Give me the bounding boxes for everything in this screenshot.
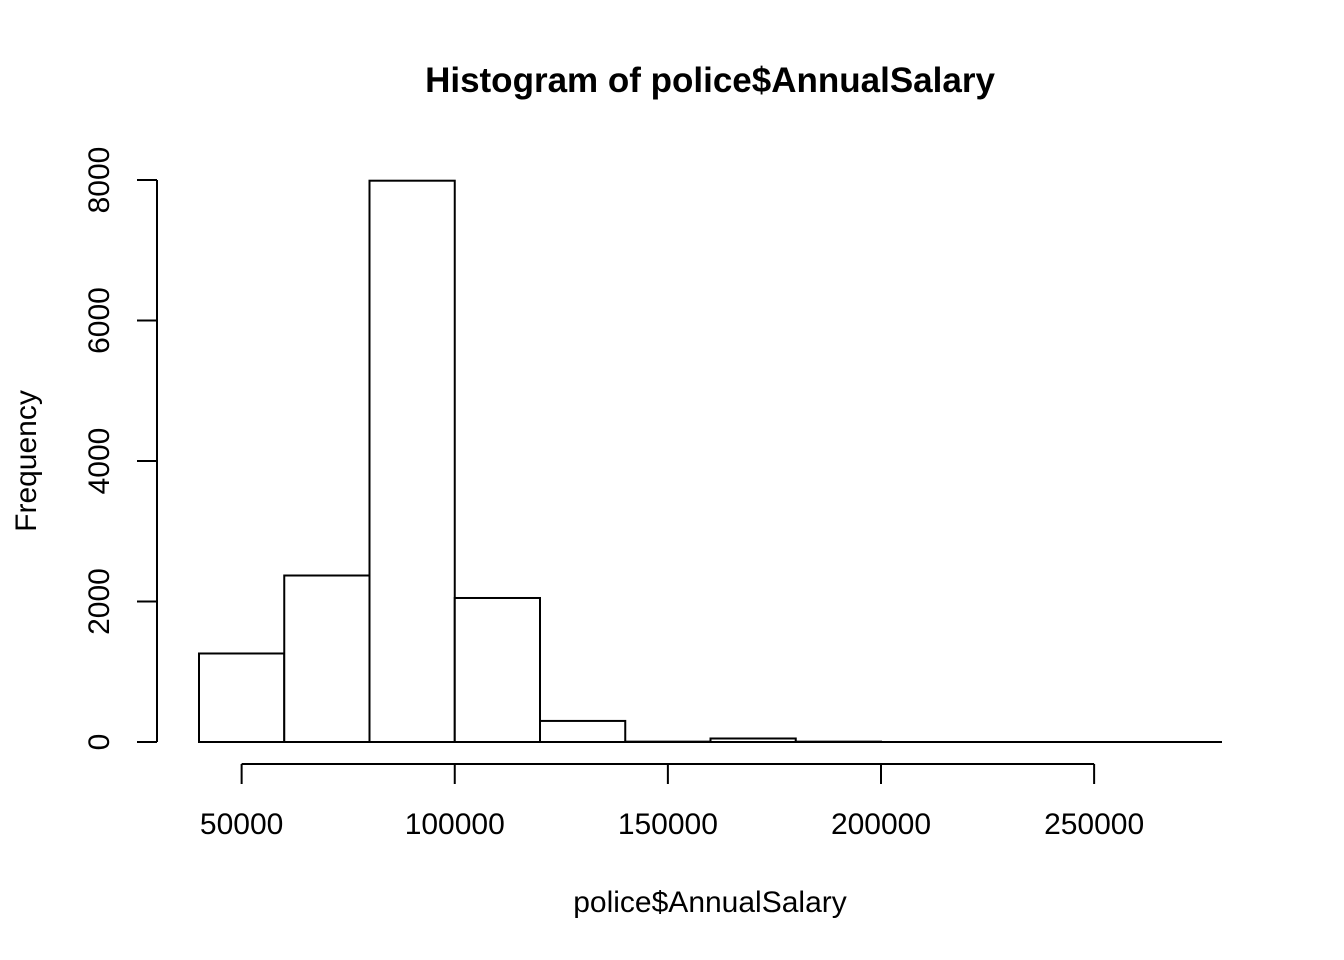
x-tick-label: 200000 bbox=[831, 808, 931, 841]
x-tick-label: 100000 bbox=[405, 808, 505, 841]
bars-group bbox=[198, 179, 882, 743]
y-tick-label: 8000 bbox=[83, 147, 116, 214]
y-axis-title: Frequency bbox=[10, 390, 43, 532]
y-tick-label: 0 bbox=[83, 734, 116, 751]
y-tick-label: 2000 bbox=[83, 568, 116, 635]
x-tick-label: 50000 bbox=[200, 808, 283, 841]
x-tick-label: 250000 bbox=[1044, 808, 1144, 841]
x-axis: 50000 100000 150000 200000 250000 bbox=[200, 763, 1144, 841]
y-tick-label: 4000 bbox=[83, 428, 116, 495]
x-tick-label: 150000 bbox=[618, 808, 718, 841]
y-axis: 0 2000 4000 6000 8000 bbox=[83, 147, 158, 751]
histogram-bar bbox=[453, 596, 541, 743]
x-axis-title: police$AnnualSalary bbox=[573, 886, 847, 919]
chart-title: Histogram of police$AnnualSalary bbox=[425, 61, 995, 100]
histogram-bar bbox=[283, 574, 371, 743]
histogram-bar bbox=[539, 719, 627, 743]
histogram-bar bbox=[198, 652, 286, 743]
histogram-bar bbox=[368, 179, 456, 743]
y-tick-label: 6000 bbox=[83, 287, 116, 354]
